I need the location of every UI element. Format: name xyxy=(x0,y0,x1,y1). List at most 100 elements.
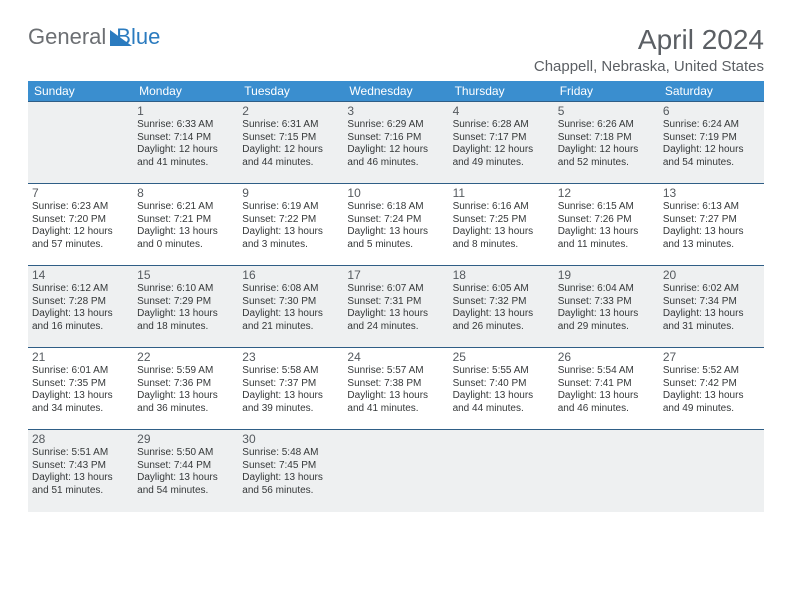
day-header-row: Sunday Monday Tuesday Wednesday Thursday… xyxy=(28,81,764,102)
calendar-row: 1Sunrise: 6:33 AMSunset: 7:14 PMDaylight… xyxy=(28,102,764,184)
day-number: 7 xyxy=(32,186,129,200)
cell-sunrise: Sunrise: 6:04 AM xyxy=(558,283,655,296)
cell-sunset: Sunset: 7:30 PM xyxy=(242,296,339,309)
day-number: 30 xyxy=(242,432,339,446)
day-number: 6 xyxy=(663,104,760,118)
calendar-cell xyxy=(343,430,448,512)
cell-dl2: and 13 minutes. xyxy=(663,239,760,252)
cell-dl2: and 3 minutes. xyxy=(242,239,339,252)
cell-dl2: and 49 minutes. xyxy=(663,403,760,416)
cell-dl1: Daylight: 13 hours xyxy=(663,308,760,321)
cell-dl1: Daylight: 13 hours xyxy=(137,390,234,403)
calendar-cell: 13Sunrise: 6:13 AMSunset: 7:27 PMDayligh… xyxy=(659,184,764,266)
calendar-cell xyxy=(554,430,659,512)
cell-sunrise: Sunrise: 6:21 AM xyxy=(137,201,234,214)
cell-sunset: Sunset: 7:44 PM xyxy=(137,460,234,473)
calendar-cell: 5Sunrise: 6:26 AMSunset: 7:18 PMDaylight… xyxy=(554,102,659,184)
cell-sunset: Sunset: 7:38 PM xyxy=(347,378,444,391)
calendar-cell: 20Sunrise: 6:02 AMSunset: 7:34 PMDayligh… xyxy=(659,266,764,348)
calendar-cell: 10Sunrise: 6:18 AMSunset: 7:24 PMDayligh… xyxy=(343,184,448,266)
cell-dl2: and 26 minutes. xyxy=(453,321,550,334)
cell-sunset: Sunset: 7:37 PM xyxy=(242,378,339,391)
cell-sunset: Sunset: 7:33 PM xyxy=(558,296,655,309)
day-number: 16 xyxy=(242,268,339,282)
day-number: 3 xyxy=(347,104,444,118)
cell-dl1: Daylight: 12 hours xyxy=(32,226,129,239)
calendar-cell: 25Sunrise: 5:55 AMSunset: 7:40 PMDayligh… xyxy=(449,348,554,430)
cell-dl1: Daylight: 13 hours xyxy=(663,226,760,239)
cell-sunset: Sunset: 7:19 PM xyxy=(663,132,760,145)
cell-dl1: Daylight: 13 hours xyxy=(347,226,444,239)
calendar-cell xyxy=(659,430,764,512)
cell-sunset: Sunset: 7:40 PM xyxy=(453,378,550,391)
col-tuesday: Tuesday xyxy=(238,81,343,102)
logo-text-general: General xyxy=(28,24,106,50)
calendar-cell: 7Sunrise: 6:23 AMSunset: 7:20 PMDaylight… xyxy=(28,184,133,266)
cell-dl2: and 41 minutes. xyxy=(347,403,444,416)
cell-dl2: and 57 minutes. xyxy=(32,239,129,252)
cell-sunrise: Sunrise: 6:10 AM xyxy=(137,283,234,296)
calendar-cell: 23Sunrise: 5:58 AMSunset: 7:37 PMDayligh… xyxy=(238,348,343,430)
day-number: 22 xyxy=(137,350,234,364)
day-number: 19 xyxy=(558,268,655,282)
day-number: 28 xyxy=(32,432,129,446)
cell-dl2: and 11 minutes. xyxy=(558,239,655,252)
cell-sunset: Sunset: 7:15 PM xyxy=(242,132,339,145)
calendar-cell: 14Sunrise: 6:12 AMSunset: 7:28 PMDayligh… xyxy=(28,266,133,348)
calendar-cell: 9Sunrise: 6:19 AMSunset: 7:22 PMDaylight… xyxy=(238,184,343,266)
cell-sunrise: Sunrise: 6:31 AM xyxy=(242,119,339,132)
col-saturday: Saturday xyxy=(659,81,764,102)
cell-dl1: Daylight: 13 hours xyxy=(558,226,655,239)
calendar-cell: 11Sunrise: 6:16 AMSunset: 7:25 PMDayligh… xyxy=(449,184,554,266)
cell-sunrise: Sunrise: 5:59 AM xyxy=(137,365,234,378)
cell-dl1: Daylight: 12 hours xyxy=(347,144,444,157)
logo: General Blue xyxy=(28,24,160,50)
cell-dl1: Daylight: 12 hours xyxy=(242,144,339,157)
calendar-cell xyxy=(28,102,133,184)
day-number: 18 xyxy=(453,268,550,282)
cell-sunrise: Sunrise: 5:51 AM xyxy=(32,447,129,460)
cell-sunrise: Sunrise: 6:02 AM xyxy=(663,283,760,296)
day-number: 14 xyxy=(32,268,129,282)
calendar-cell: 4Sunrise: 6:28 AMSunset: 7:17 PMDaylight… xyxy=(449,102,554,184)
col-thursday: Thursday xyxy=(449,81,554,102)
day-number: 11 xyxy=(453,186,550,200)
cell-sunrise: Sunrise: 6:05 AM xyxy=(453,283,550,296)
cell-dl1: Daylight: 13 hours xyxy=(137,226,234,239)
calendar-row: 28Sunrise: 5:51 AMSunset: 7:43 PMDayligh… xyxy=(28,430,764,512)
cell-sunset: Sunset: 7:42 PM xyxy=(663,378,760,391)
cell-sunrise: Sunrise: 5:55 AM xyxy=(453,365,550,378)
day-number: 15 xyxy=(137,268,234,282)
day-number: 27 xyxy=(663,350,760,364)
cell-dl1: Daylight: 13 hours xyxy=(347,308,444,321)
cell-sunrise: Sunrise: 6:29 AM xyxy=(347,119,444,132)
cell-dl2: and 24 minutes. xyxy=(347,321,444,334)
cell-dl1: Daylight: 13 hours xyxy=(558,308,655,321)
cell-sunset: Sunset: 7:36 PM xyxy=(137,378,234,391)
day-number: 9 xyxy=(242,186,339,200)
cell-sunrise: Sunrise: 5:52 AM xyxy=(663,365,760,378)
cell-dl2: and 21 minutes. xyxy=(242,321,339,334)
calendar-cell: 16Sunrise: 6:08 AMSunset: 7:30 PMDayligh… xyxy=(238,266,343,348)
cell-dl2: and 51 minutes. xyxy=(32,485,129,498)
cell-dl2: and 39 minutes. xyxy=(242,403,339,416)
title-block: April 2024 Chappell, Nebraska, United St… xyxy=(534,24,764,75)
cell-sunset: Sunset: 7:21 PM xyxy=(137,214,234,227)
cell-sunset: Sunset: 7:43 PM xyxy=(32,460,129,473)
header-block: General Blue April 2024 Chappell, Nebras… xyxy=(28,24,764,75)
cell-sunrise: Sunrise: 6:19 AM xyxy=(242,201,339,214)
month-title: April 2024 xyxy=(534,24,764,56)
calendar-cell: 28Sunrise: 5:51 AMSunset: 7:43 PMDayligh… xyxy=(28,430,133,512)
cell-sunset: Sunset: 7:17 PM xyxy=(453,132,550,145)
cell-dl1: Daylight: 13 hours xyxy=(663,390,760,403)
cell-sunset: Sunset: 7:14 PM xyxy=(137,132,234,145)
cell-dl2: and 46 minutes. xyxy=(347,157,444,170)
cell-dl2: and 44 minutes. xyxy=(242,157,339,170)
day-number: 26 xyxy=(558,350,655,364)
day-number: 25 xyxy=(453,350,550,364)
cell-dl2: and 5 minutes. xyxy=(347,239,444,252)
cell-dl2: and 36 minutes. xyxy=(137,403,234,416)
cell-dl2: and 31 minutes. xyxy=(663,321,760,334)
calendar-row: 14Sunrise: 6:12 AMSunset: 7:28 PMDayligh… xyxy=(28,266,764,348)
cell-dl1: Daylight: 12 hours xyxy=(453,144,550,157)
